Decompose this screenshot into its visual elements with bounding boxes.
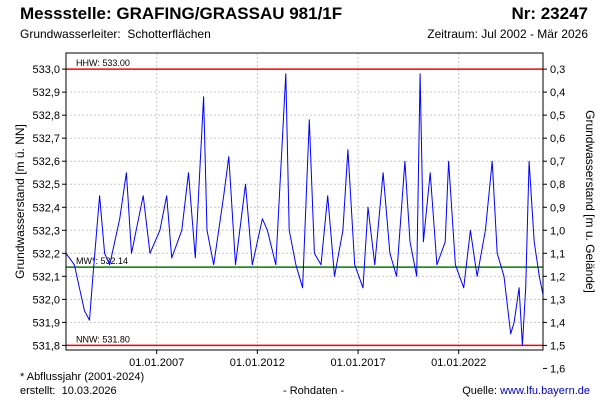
aquifer-value: Schotterflächen xyxy=(127,27,211,41)
footnote: * Abflussjahr (2001-2024) xyxy=(20,371,145,383)
y2-tick-label: 0,5 xyxy=(550,110,565,122)
series-layer xyxy=(65,73,544,346)
created-label: erstellt: xyxy=(20,385,56,397)
y-tick-label: 532,4 xyxy=(32,202,60,214)
y-tick-label: 532,2 xyxy=(32,248,60,260)
y-tick-label: 531,8 xyxy=(32,340,60,352)
y2-tick-label: 1,5 xyxy=(550,340,565,352)
page-title: Messstelle: GRAFING/GRASSAU 981/1F xyxy=(20,4,343,23)
reference-lines: HHW: 533.00 MW*: 532.14 NNW: 531.80 xyxy=(66,58,543,347)
y2-tick-label: 1,3 xyxy=(550,294,565,306)
period-label: Zeitraum: Jul 2002 - Mär 2026 xyxy=(427,27,588,41)
reference-line-label: NNW: 531.80 xyxy=(76,334,130,344)
y2-tick-label: 1,4 xyxy=(550,317,565,329)
y-axis-left: 533,0 532,9 532,8 532,7 532,6 532,5 532,4 532,3… xyxy=(32,64,66,352)
y-tick-label: 532,8 xyxy=(32,110,60,122)
y-tick-label: 533,0 xyxy=(32,64,60,76)
source-label: Quelle: xyxy=(462,385,498,397)
y2-tick-label: 1,6 xyxy=(550,363,565,375)
y2-tick-label: 1,0 xyxy=(550,225,565,237)
source-info: Quelle: www.lfu.bayern.de xyxy=(462,385,590,397)
reference-line-label: MW*: 532.14 xyxy=(76,256,128,266)
y-tick-label: 532,7 xyxy=(32,133,60,145)
x-tick-label: 01.01.2022 xyxy=(431,357,486,369)
y-axis-right: 0,3 0,4 0,5 0,6 0,7 0,8 0,9 1,0 1,1 1,2 1,3 1,4 1,5 1… xyxy=(543,64,565,375)
y-axis-right-title: Grundwasserstand [m u. Gelände] xyxy=(583,110,597,293)
station-number: Nr: 23247 xyxy=(511,4,588,23)
grid xyxy=(66,53,543,350)
aquifer-label: Grundwasserleiter: xyxy=(20,27,121,41)
y2-tick-label: 0,4 xyxy=(550,87,565,99)
raw-data-note: - Rohdaten - xyxy=(283,385,345,397)
y2-tick-label: 0,9 xyxy=(550,202,565,214)
y-tick-label: 532,9 xyxy=(32,87,60,99)
y-tick-label: 532,1 xyxy=(32,271,60,283)
y2-tick-label: 0,3 xyxy=(550,64,565,76)
y-axis-left-title: Grundwasserstand [m ü. NN] xyxy=(13,124,27,279)
y2-tick-label: 1,1 xyxy=(550,248,565,260)
y2-tick-label: 0,6 xyxy=(550,133,565,145)
y-tick-label: 532,6 xyxy=(32,156,60,168)
y-tick-label: 532,5 xyxy=(32,179,60,191)
plot-frame xyxy=(65,52,544,351)
created-info: erstellt: 10.03.2026 xyxy=(20,385,117,397)
y2-tick-label: 0,7 xyxy=(550,156,565,168)
x-tick-label: 01.01.2012 xyxy=(230,357,285,369)
y-tick-label: 531,9 xyxy=(32,317,60,329)
y2-tick-label: 0,8 xyxy=(550,179,565,191)
x-axis: 01.01.2007 01.01.2012 01.01.2017 01.01.2022 xyxy=(129,350,486,369)
y-tick-label: 532,0 xyxy=(32,294,60,306)
source-link[interactable]: www.lfu.bayern.de xyxy=(500,385,590,397)
x-tick-label: 01.01.2007 xyxy=(129,357,184,369)
aquifer-info: Grundwasserleiter: Schotterflächen xyxy=(20,27,211,41)
y-tick-label: 532,3 xyxy=(32,225,60,237)
series-line xyxy=(65,73,544,346)
x-tick-label: 01.01.2017 xyxy=(331,357,386,369)
y2-tick-label: 1,2 xyxy=(550,271,565,283)
created-date: 10.03.2026 xyxy=(61,385,117,397)
reference-line-label: HHW: 533.00 xyxy=(76,58,130,68)
